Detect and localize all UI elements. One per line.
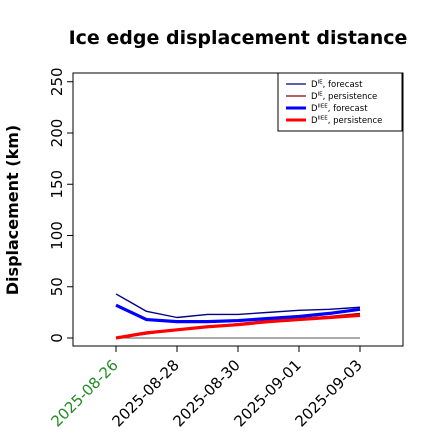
y-tick-label: 100 (48, 221, 66, 250)
legend-label: DIIEE, persistence (311, 116, 382, 127)
y-tick-label: 0 (48, 333, 66, 343)
legend-label: DIE, persistence (311, 92, 377, 103)
y-tick-label: 150 (48, 170, 66, 199)
series-line-3 (115, 303, 361, 324)
y-tick-label: 200 (48, 119, 66, 148)
chart-title: Ice edge displacement distance (69, 27, 408, 49)
legend-label: DIE, forecast (311, 80, 363, 91)
y-tick-label: 50 (48, 277, 66, 296)
series-lines (115, 293, 361, 340)
y-axis-label: Displacement (km) (3, 125, 22, 295)
y-tick-label: 250 (48, 67, 66, 96)
series-line-1 (115, 293, 361, 319)
series-line-4 (115, 313, 361, 340)
legend-label: DIIEE, forecast (311, 104, 368, 115)
